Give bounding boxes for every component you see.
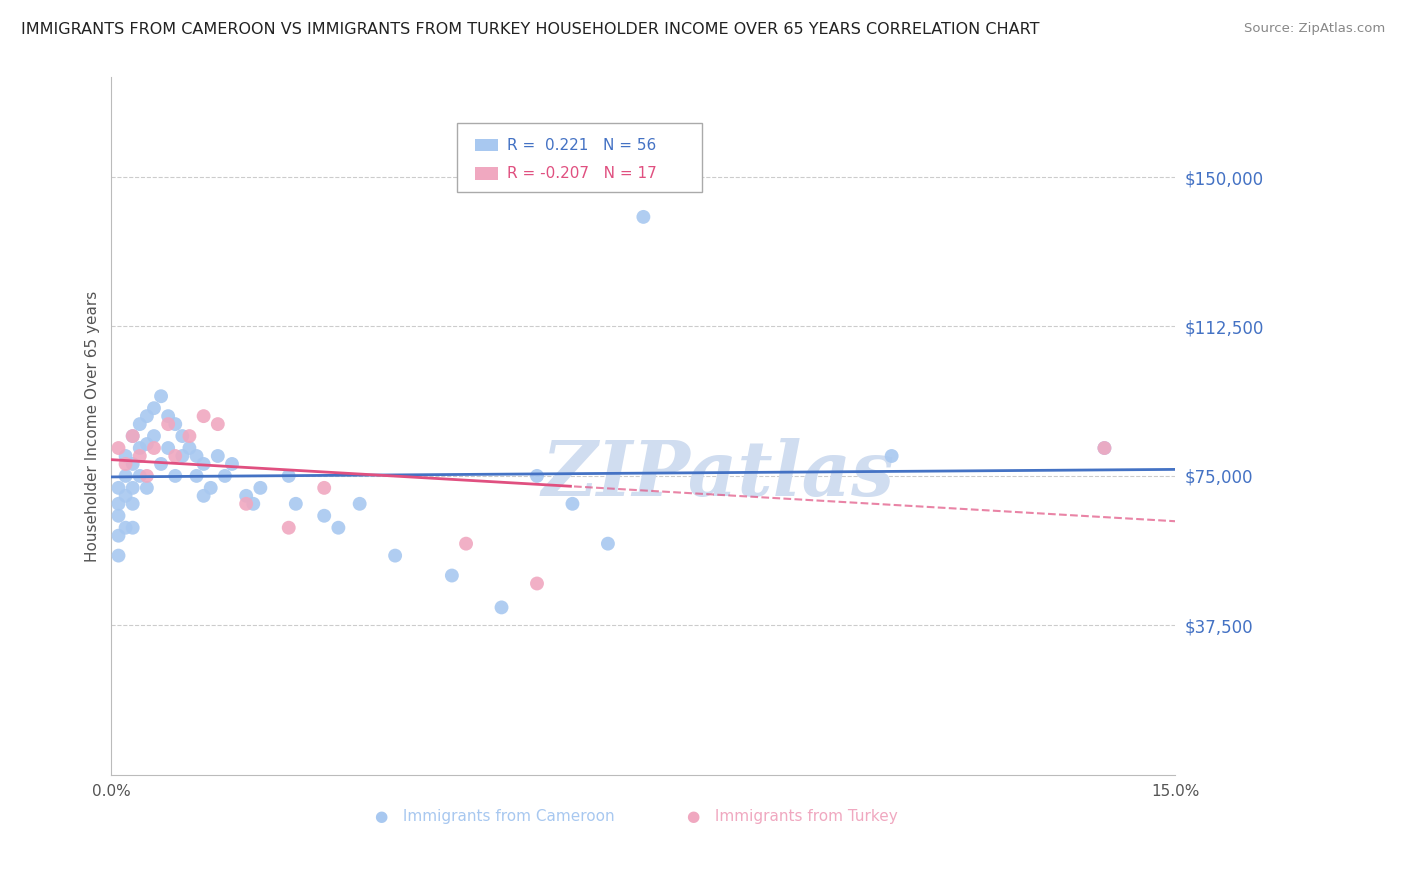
Point — [135, 409, 157, 424]
Point — [121, 429, 143, 443]
Point — [561, 497, 583, 511]
Point — [121, 457, 143, 471]
Point — [121, 521, 143, 535]
Point — [1094, 441, 1116, 455]
Point — [200, 481, 222, 495]
FancyBboxPatch shape — [475, 167, 498, 179]
Point — [114, 449, 136, 463]
Point — [157, 417, 180, 431]
Point — [633, 210, 655, 224]
Point — [277, 521, 299, 535]
Point — [107, 549, 129, 563]
Point — [165, 417, 187, 431]
Text: ●   Immigrants from Cameroon: ● Immigrants from Cameroon — [374, 809, 614, 824]
Text: Source: ZipAtlas.com: Source: ZipAtlas.com — [1244, 22, 1385, 36]
Point — [440, 568, 463, 582]
Point — [128, 441, 150, 455]
Point — [328, 521, 350, 535]
Point — [596, 536, 619, 550]
Point — [114, 521, 136, 535]
Point — [128, 469, 150, 483]
Point — [143, 401, 166, 416]
Point — [150, 457, 173, 471]
FancyBboxPatch shape — [475, 139, 498, 152]
Point — [207, 417, 229, 431]
Point — [526, 576, 548, 591]
Point — [214, 469, 236, 483]
Point — [121, 429, 143, 443]
Point — [114, 457, 136, 471]
Point — [242, 497, 264, 511]
Point — [107, 497, 129, 511]
Point — [114, 469, 136, 483]
Point — [454, 536, 477, 550]
Y-axis label: Householder Income Over 65 years: Householder Income Over 65 years — [86, 291, 100, 562]
Text: R =  0.221   N = 56: R = 0.221 N = 56 — [506, 137, 657, 153]
Point — [235, 497, 257, 511]
Point — [165, 449, 187, 463]
Point — [284, 497, 307, 511]
Point — [193, 409, 215, 424]
Point — [157, 441, 180, 455]
Point — [172, 449, 194, 463]
Point — [880, 449, 903, 463]
Point — [172, 429, 194, 443]
Point — [249, 481, 271, 495]
Point — [186, 449, 208, 463]
Point — [135, 481, 157, 495]
Point — [277, 469, 299, 483]
Point — [121, 481, 143, 495]
Point — [235, 489, 257, 503]
Point — [107, 441, 129, 455]
Point — [384, 549, 406, 563]
Point — [179, 441, 201, 455]
FancyBboxPatch shape — [457, 123, 702, 193]
Point — [314, 481, 336, 495]
Point — [143, 441, 166, 455]
Point — [135, 437, 157, 451]
Point — [128, 417, 150, 431]
Point — [207, 449, 229, 463]
Point — [349, 497, 371, 511]
Point — [193, 489, 215, 503]
Point — [128, 449, 150, 463]
Text: ●   Immigrants from Turkey: ● Immigrants from Turkey — [688, 809, 897, 824]
Point — [157, 409, 180, 424]
Point — [114, 489, 136, 503]
Point — [121, 497, 143, 511]
Point — [107, 508, 129, 523]
Point — [1094, 441, 1116, 455]
Point — [186, 469, 208, 483]
Text: ZIPatlas: ZIPatlas — [541, 438, 894, 512]
Point — [135, 469, 157, 483]
Point — [526, 469, 548, 483]
Point — [179, 429, 201, 443]
Point — [150, 389, 173, 403]
Point — [107, 529, 129, 543]
Point — [221, 457, 243, 471]
Point — [143, 429, 166, 443]
Point — [314, 508, 336, 523]
Point — [165, 469, 187, 483]
Point — [107, 481, 129, 495]
Point — [491, 600, 513, 615]
Text: R = -0.207   N = 17: R = -0.207 N = 17 — [506, 166, 657, 181]
Text: IMMIGRANTS FROM CAMEROON VS IMMIGRANTS FROM TURKEY HOUSEHOLDER INCOME OVER 65 YE: IMMIGRANTS FROM CAMEROON VS IMMIGRANTS F… — [21, 22, 1039, 37]
Point — [193, 457, 215, 471]
